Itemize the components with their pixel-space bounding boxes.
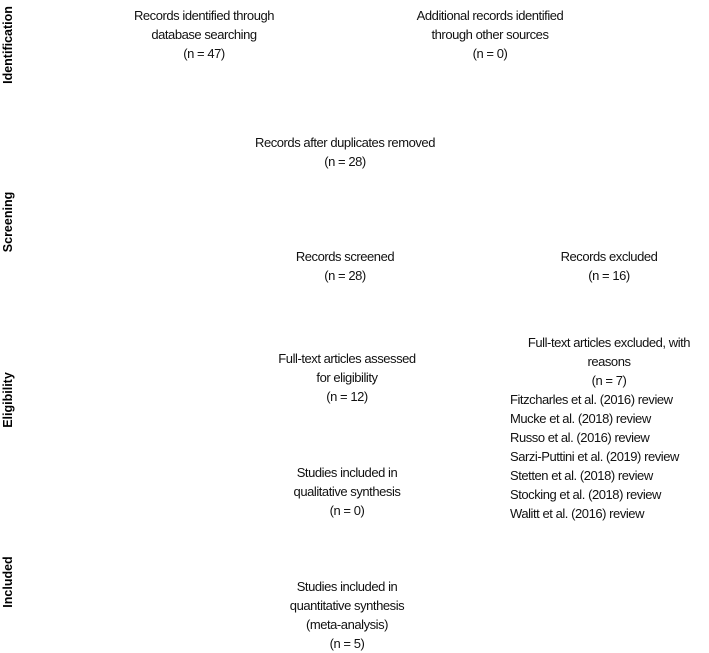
box-records-screened: Records screened (n = 28): [295, 247, 395, 285]
box-fulltext-assessed: Full-text articles assessed for eligibil…: [278, 349, 416, 406]
stage-eligibility: Eligibility: [1, 372, 15, 428]
box-fulltext-excluded: Full-text articles excluded, with reason…: [527, 333, 691, 390]
list-item: Russo et al. (2016) review: [510, 430, 650, 445]
text-line: (n = 5): [329, 636, 365, 651]
text-line: for eligibility: [316, 370, 378, 385]
text-line: qualitative synthesis: [293, 484, 401, 499]
text-line: (n = 28): [324, 268, 366, 283]
text-line: Additional records identified: [416, 8, 564, 23]
text-line: (n = 0): [329, 503, 365, 518]
text-line: Full-text articles assessed: [278, 351, 416, 366]
text-line: quantitative synthesis: [289, 598, 405, 613]
stage-screening: Screening: [1, 191, 15, 253]
text-line: reasons: [587, 354, 631, 369]
list-item: Mucke et al. (2018) review: [510, 411, 651, 426]
text-line: Records excluded: [560, 249, 658, 264]
text-line: (n = 12): [326, 389, 368, 404]
stage-identification: Identification: [1, 6, 15, 84]
text-line: (meta-analysis): [305, 617, 389, 632]
text-line: (n = 0): [472, 46, 508, 61]
box-database-search: Records identified through database sear…: [133, 6, 275, 63]
box-after-duplicates: Records after duplicates removed (n = 28…: [255, 133, 435, 171]
text-line: database searching: [151, 27, 257, 42]
text-line: Full-text articles excluded, with: [527, 335, 691, 350]
text-line: (n = 28): [324, 154, 366, 169]
stage-included: Included: [1, 556, 15, 608]
list-item: Fitzcharles et al. (2016) review: [510, 392, 673, 407]
text-line: through other sources: [431, 27, 549, 42]
list-item: Sarzi-Puttini et al. (2019) review: [510, 449, 679, 464]
box-other-sources: Additional records identified through ot…: [417, 6, 564, 63]
text-line: Records identified through: [133, 8, 275, 23]
list-item: Stetten et al. (2018) review: [510, 468, 653, 483]
list-item: Walitt et al. (2016) review: [510, 506, 645, 521]
text-line: Records after duplicates removed: [255, 135, 435, 150]
list-item: Stocking et al. (2018) review: [510, 487, 661, 502]
text-line: (n = 16): [588, 268, 630, 283]
text-line: Studies included in: [296, 579, 398, 594]
box-records-excluded: Records excluded (n = 16): [561, 247, 658, 285]
box-qualitative-synthesis: Studies included in qualitative synthesi…: [294, 463, 401, 520]
text-line: Studies included in: [296, 465, 398, 480]
text-line: (n = 7): [591, 373, 627, 388]
text-line: Records screened: [295, 249, 395, 264]
text-line: (n = 47): [183, 46, 225, 61]
box-quantitative-synthesis: Studies included in quantitative synthes…: [289, 577, 405, 653]
exclusion-reasons-list: Fitzcharles et al. (2016) review Mucke e…: [510, 390, 679, 523]
